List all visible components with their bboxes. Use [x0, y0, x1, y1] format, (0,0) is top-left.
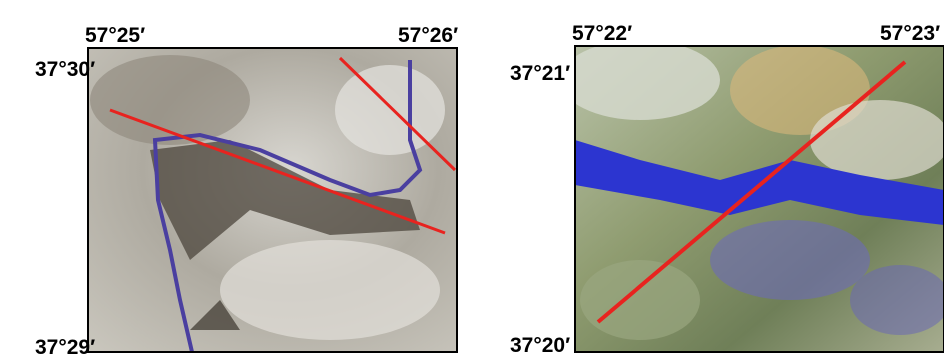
longitude-label: 57°23′: [880, 22, 940, 45]
figure: 57°25′ 57°26′ 37°30′ 37°29′ 57°22′ 57°23…: [0, 0, 944, 356]
satellite-image-left: [88, 48, 457, 352]
latitude-label: 37°30′: [35, 58, 95, 81]
latitude-label: 37°29′: [35, 336, 95, 356]
latitude-label: 37°20′: [510, 334, 570, 356]
longitude-label: 57°25′: [85, 24, 145, 47]
latitude-label: 37°21′: [510, 62, 570, 85]
longitude-label: 57°22′: [572, 22, 632, 45]
page: 57°25′ 57°26′ 37°30′ 37°29′ 57°22′ 57°23…: [0, 0, 944, 356]
longitude-label: 57°26′: [398, 24, 458, 47]
